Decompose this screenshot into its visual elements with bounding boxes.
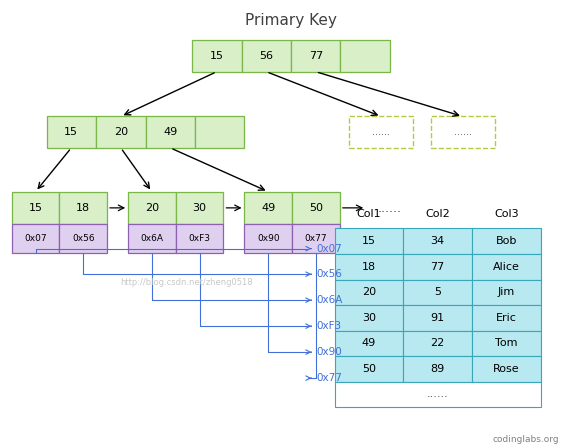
- FancyBboxPatch shape: [176, 192, 223, 224]
- FancyBboxPatch shape: [292, 192, 340, 224]
- FancyBboxPatch shape: [472, 356, 541, 382]
- Text: Rose: Rose: [493, 364, 520, 374]
- Text: ......: ......: [372, 127, 390, 137]
- FancyBboxPatch shape: [96, 116, 146, 148]
- FancyBboxPatch shape: [128, 192, 176, 224]
- Text: 50: 50: [362, 364, 376, 374]
- FancyBboxPatch shape: [340, 40, 390, 72]
- Text: 0x77: 0x77: [305, 234, 327, 243]
- FancyBboxPatch shape: [335, 228, 403, 254]
- Text: 49: 49: [362, 338, 376, 349]
- Text: Primary Key: Primary Key: [245, 13, 337, 28]
- Text: 50: 50: [309, 203, 323, 213]
- Text: Alice: Alice: [493, 262, 520, 272]
- Text: 77: 77: [308, 51, 323, 61]
- Text: 20: 20: [362, 287, 376, 297]
- FancyBboxPatch shape: [47, 116, 96, 148]
- FancyBboxPatch shape: [192, 40, 242, 72]
- Text: 0x56: 0x56: [316, 269, 342, 279]
- Text: 0x6A: 0x6A: [140, 234, 164, 243]
- Text: 22: 22: [431, 338, 445, 349]
- Text: 56: 56: [259, 51, 274, 61]
- FancyBboxPatch shape: [472, 305, 541, 331]
- FancyBboxPatch shape: [59, 224, 107, 253]
- Text: ......: ......: [378, 202, 402, 215]
- Text: Eric: Eric: [496, 313, 517, 323]
- FancyBboxPatch shape: [12, 192, 59, 224]
- Text: 20: 20: [113, 127, 128, 137]
- FancyBboxPatch shape: [472, 331, 541, 356]
- Text: 18: 18: [76, 203, 90, 213]
- FancyBboxPatch shape: [176, 224, 223, 253]
- Text: 49: 49: [261, 203, 275, 213]
- Text: codinglabs.org: codinglabs.org: [492, 435, 559, 444]
- Text: 15: 15: [362, 236, 376, 246]
- FancyBboxPatch shape: [403, 356, 472, 382]
- FancyBboxPatch shape: [242, 40, 291, 72]
- FancyBboxPatch shape: [292, 224, 340, 253]
- FancyBboxPatch shape: [195, 116, 244, 148]
- Text: ......: ......: [454, 127, 471, 137]
- Text: 0xF3: 0xF3: [189, 234, 211, 243]
- Text: Tom: Tom: [495, 338, 517, 349]
- FancyBboxPatch shape: [146, 116, 195, 148]
- FancyBboxPatch shape: [335, 254, 403, 280]
- Text: 18: 18: [362, 262, 376, 272]
- Text: 5: 5: [434, 287, 441, 297]
- Text: 15: 15: [210, 51, 224, 61]
- Text: http://blog.csdn.net/zheng0518: http://blog.csdn.net/zheng0518: [120, 278, 253, 287]
- FancyBboxPatch shape: [244, 224, 292, 253]
- Text: 0x07: 0x07: [24, 234, 47, 243]
- FancyBboxPatch shape: [431, 116, 495, 148]
- FancyBboxPatch shape: [335, 356, 403, 382]
- FancyBboxPatch shape: [472, 254, 541, 280]
- Text: 34: 34: [431, 236, 445, 246]
- FancyBboxPatch shape: [403, 280, 472, 305]
- FancyBboxPatch shape: [403, 254, 472, 280]
- FancyBboxPatch shape: [403, 331, 472, 356]
- Text: 0x77: 0x77: [316, 373, 342, 383]
- Text: 20: 20: [145, 203, 159, 213]
- Text: Jim: Jim: [498, 287, 515, 297]
- Text: Col2: Col2: [425, 209, 450, 220]
- Text: 0x56: 0x56: [72, 234, 94, 243]
- FancyBboxPatch shape: [403, 228, 472, 254]
- FancyBboxPatch shape: [128, 224, 176, 253]
- Text: Bob: Bob: [496, 236, 517, 246]
- Text: 30: 30: [362, 313, 376, 323]
- Text: 0xF3: 0xF3: [316, 321, 341, 331]
- FancyBboxPatch shape: [335, 280, 403, 305]
- Text: 0x07: 0x07: [316, 244, 342, 254]
- FancyBboxPatch shape: [349, 116, 413, 148]
- Text: 49: 49: [163, 127, 178, 137]
- FancyBboxPatch shape: [472, 228, 541, 254]
- FancyBboxPatch shape: [59, 192, 107, 224]
- FancyBboxPatch shape: [472, 280, 541, 305]
- Text: 30: 30: [193, 203, 207, 213]
- Text: 0x90: 0x90: [316, 347, 342, 357]
- FancyBboxPatch shape: [335, 382, 541, 407]
- Text: Col3: Col3: [494, 209, 519, 220]
- Text: 89: 89: [431, 364, 445, 374]
- FancyBboxPatch shape: [244, 192, 292, 224]
- FancyBboxPatch shape: [335, 331, 403, 356]
- FancyBboxPatch shape: [12, 224, 59, 253]
- FancyBboxPatch shape: [335, 305, 403, 331]
- Text: 0x6A: 0x6A: [316, 295, 342, 305]
- FancyBboxPatch shape: [403, 305, 472, 331]
- FancyBboxPatch shape: [291, 40, 340, 72]
- Text: 0x90: 0x90: [257, 234, 279, 243]
- Text: 15: 15: [64, 127, 79, 137]
- Text: Col1: Col1: [357, 209, 381, 220]
- Text: 91: 91: [431, 313, 445, 323]
- Text: ......: ......: [427, 389, 449, 400]
- Text: 77: 77: [431, 262, 445, 272]
- Text: 15: 15: [29, 203, 42, 213]
